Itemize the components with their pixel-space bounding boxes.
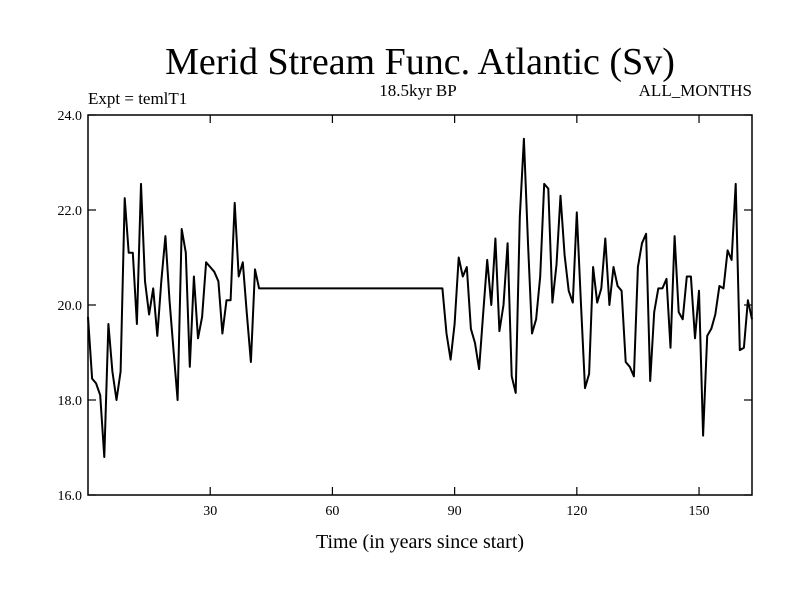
x-tick-label: 30 xyxy=(203,504,217,519)
y-tick-label: 18.0 xyxy=(58,394,83,409)
chart-title: Merid Stream Func. Atlantic (Sv) xyxy=(165,41,675,83)
y-tick-label: 22.0 xyxy=(58,204,83,219)
y-tick-label: 24.0 xyxy=(58,109,83,124)
x-tick-label: 90 xyxy=(448,504,462,519)
months-label: ALL_MONTHS xyxy=(639,81,752,100)
x-axis-label: Time (in years since start) xyxy=(316,531,524,553)
x-tick-label: 60 xyxy=(325,504,339,519)
x-tick-label: 120 xyxy=(566,504,587,519)
y-tick-label: 20.0 xyxy=(58,299,83,314)
x-tick-label: 150 xyxy=(689,504,710,519)
experiment-label: Expt = temlT1 xyxy=(88,89,187,108)
series-group xyxy=(87,137,753,458)
x-axis-ticks: 30 60 90 120 150 xyxy=(203,115,710,519)
y-axis-ticks: 16.0 18.0 20.0 22.0 24.0 xyxy=(58,109,752,504)
series-line-0 xyxy=(87,137,753,458)
y-tick-label: 16.0 xyxy=(58,489,83,504)
period-label: 18.5kyr BP xyxy=(379,81,456,100)
